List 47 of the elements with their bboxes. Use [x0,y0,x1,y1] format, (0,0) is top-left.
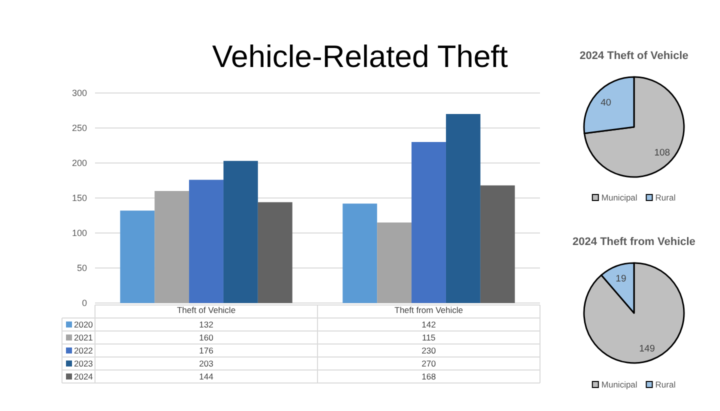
y-tick-label: 50 [76,262,87,273]
data-label: 168 [422,372,436,382]
data-label: 230 [422,346,436,356]
legend-label: 2023 [74,358,94,368]
bar [446,114,480,303]
legend-label: Rural [655,192,676,202]
y-tick-label: 0 [82,298,87,308]
data-label: 149 [639,344,655,355]
data-label: 19 [616,273,626,284]
data-label: 160 [199,332,214,342]
chart-title: 2024 Theft from Vehicle [572,236,696,248]
bar [342,204,378,303]
bar [377,222,412,303]
legend-label: 2020 [74,320,94,330]
pie-slice [583,262,685,364]
x-tick-label: Theft from Vehicle [394,305,464,316]
y-tick-label: 150 [72,192,87,203]
y-tick-label: 300 [72,88,87,98]
chart-title: Vehicle-Related Theft [212,39,508,74]
data-label: 40 [600,98,612,109]
legend-label: 2024 [74,372,94,382]
data-label: 176 [199,346,214,356]
legend-label: 2021 [74,332,94,342]
bar [412,142,446,303]
data-label: 203 [199,358,214,368]
data-label: 142 [422,320,436,330]
data-label: 132 [199,320,214,330]
bar [154,191,190,303]
bar [480,185,515,303]
legend-label: Municipal [601,192,638,202]
y-tick-label: 200 [72,158,87,168]
y-tick-label: 250 [72,122,87,133]
data-label: 270 [422,358,436,368]
data-label: 108 [654,147,670,158]
data-label: 115 [422,332,436,342]
pie-slice [584,76,685,178]
chart-title: 2024 Theft of Vehicle [580,50,688,62]
data-label: 144 [199,372,214,382]
x-tick-label: Theft of Vehicle [176,305,236,316]
bar [189,180,224,303]
bar [223,160,258,303]
legend-label: 2022 [74,346,94,356]
bar [120,210,155,303]
legend-label: Municipal [601,380,638,390]
bar [258,202,292,303]
legend-label: Rural [655,380,676,390]
y-tick-label: 100 [72,228,87,238]
